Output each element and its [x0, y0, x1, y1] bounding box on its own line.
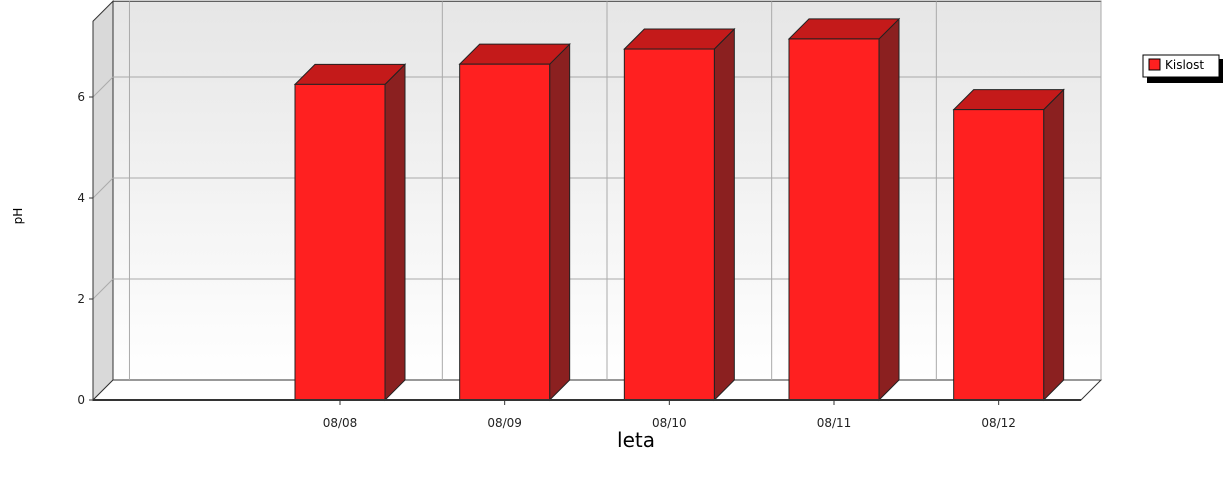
- floor: [91, 379, 1103, 401]
- bar-top: [623, 28, 736, 50]
- y-tick-label: 6: [77, 90, 85, 104]
- left-wall: [92, 0, 114, 402]
- grid-lines: [92, 1, 1102, 380]
- bars: [293, 17, 1065, 402]
- bar: [952, 88, 1065, 402]
- bar-front: [788, 38, 880, 401]
- x-tick-label: 08/10: [652, 416, 687, 430]
- bar-side: [549, 42, 571, 402]
- bar-top: [293, 63, 407, 85]
- x-tick-label: 08/08: [323, 416, 358, 430]
- bar: [293, 63, 407, 402]
- bar: [458, 42, 571, 402]
- plot-area: [91, 0, 1103, 402]
- legend-swatch: [1148, 58, 1161, 71]
- bar-front: [953, 109, 1045, 401]
- axes: 0 2 4 6 08/08 08/09 08/10 08/11 08/12: [77, 21, 1081, 430]
- gridline-wall: [92, 76, 114, 98]
- x-tick-label: 08/11: [817, 416, 852, 430]
- y-axis-label: pH: [11, 208, 25, 225]
- gridline-wall: [92, 278, 114, 300]
- x-tick-label: 08/12: [981, 416, 1016, 430]
- bar-front: [459, 63, 551, 401]
- x-axis-label: leta: [617, 428, 655, 452]
- legend-box: [1142, 54, 1220, 78]
- bar-front: [623, 48, 715, 401]
- y-tick-label: 0: [77, 393, 85, 407]
- y-tick-label: 2: [77, 292, 85, 306]
- bar-side: [384, 63, 406, 402]
- bar-side: [1043, 88, 1065, 402]
- bar: [787, 17, 901, 402]
- legend-entry-label: Kislost: [1165, 58, 1204, 72]
- bar-top: [952, 89, 1065, 111]
- bar-top: [787, 18, 901, 40]
- y-tick-label: 4: [77, 191, 85, 205]
- bar: [623, 27, 736, 402]
- legend: Kislost: [1142, 54, 1223, 83]
- x-tick-label: 08/09: [487, 416, 522, 430]
- bar-front: [294, 83, 386, 401]
- gridline-wall: [92, 177, 114, 199]
- bar-side: [713, 27, 735, 402]
- bar-top: [458, 43, 571, 65]
- bar-side: [878, 17, 900, 402]
